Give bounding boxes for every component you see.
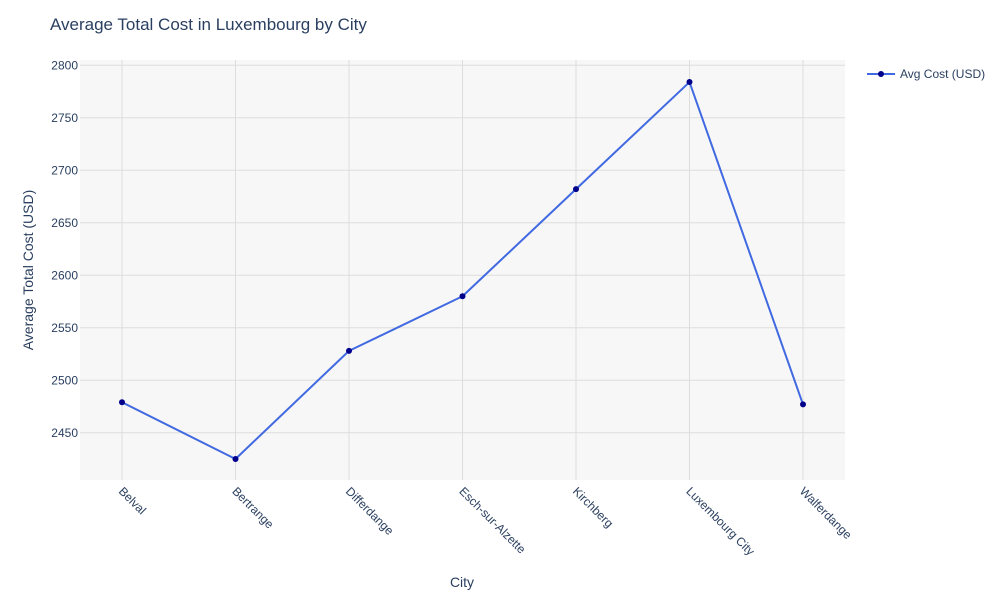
data-point[interactable]: [686, 79, 693, 86]
y-tick-label: 2450: [51, 426, 78, 440]
data-point[interactable]: [346, 347, 352, 354]
series-layer: [119, 79, 806, 462]
x-axis-ticks: Belval Bertrange Differdange Esch-sur-Alzet…: [116, 484, 855, 558]
data-point[interactable]: [232, 456, 239, 462]
legend-marker-swatch: [878, 71, 884, 77]
data-point[interactable]: [800, 401, 806, 408]
x-tick-label: Esch-sur-Alzette: [456, 484, 528, 556]
grid: [80, 60, 845, 480]
chart-title: Average Total Cost in Luxembourg by City: [50, 15, 367, 34]
y-axis-title: Average Total Cost (USD): [20, 190, 36, 351]
x-tick-label: Luxembourg City: [683, 484, 757, 558]
data-point[interactable]: [119, 399, 125, 406]
y-tick-label: 2550: [51, 321, 78, 335]
y-tick-label: 2600: [51, 268, 78, 282]
x-tick-label: Walferdange: [797, 484, 855, 542]
data-point[interactable]: [573, 186, 579, 193]
x-tick-label: Bertrange: [229, 484, 276, 531]
x-axis-title: City: [450, 574, 474, 590]
y-axis-ticks: 2450 2500 2550 2600 2650 2700 2750 2800: [51, 58, 78, 440]
y-tick-label: 2750: [51, 111, 78, 125]
legend-label: Avg Cost (USD): [900, 67, 985, 81]
legend[interactable]: Avg Cost (USD): [867, 67, 985, 81]
data-point[interactable]: [459, 293, 466, 300]
x-tick-label: Differdange: [343, 484, 397, 538]
x-tick-label: Belval: [116, 484, 149, 517]
y-tick-label: 2500: [51, 373, 78, 387]
x-tick-label: Kirchberg: [570, 484, 616, 530]
y-tick-label: 2800: [51, 58, 78, 72]
y-tick-label: 2700: [51, 163, 78, 177]
y-tick-label: 2650: [51, 216, 78, 230]
